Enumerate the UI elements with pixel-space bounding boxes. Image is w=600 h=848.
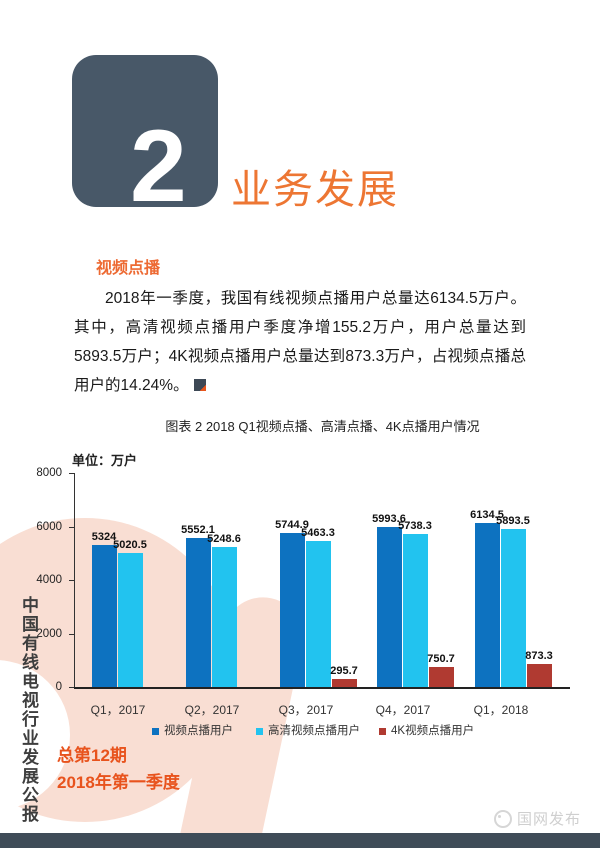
- bar-高清视频点播用户-Q3，2017: [306, 541, 331, 687]
- y-axis-tick-mark: [69, 473, 74, 474]
- body-paragraph: 2018年一季度，我国有线视频点播用户总量达6134.5万户。其中，高清视频点播…: [74, 284, 526, 400]
- bar-value-label: 5552.1: [181, 524, 215, 536]
- bar-value-label: 5248.6: [207, 533, 241, 545]
- chart-caption: 图表 2 2018 Q1视频点播、高清点播、4K点播用户情况: [165, 419, 480, 434]
- bar-4K视频点播用户-Q1，2018: [527, 664, 552, 687]
- bar-高清视频点播用户-Q1，2018: [501, 529, 526, 687]
- issue-info: 总第12期 2018年第一季度: [57, 742, 180, 796]
- chapter-number: 2: [130, 109, 187, 223]
- bar-4K视频点播用户-Q4，2017: [429, 667, 454, 687]
- bar-4K视频点播用户-Q3，2017: [332, 679, 357, 687]
- legend-swatch-4K视频点播用户: [379, 728, 386, 735]
- x-axis-category-label: Q1，2018: [473, 703, 529, 717]
- chapter-badge: [72, 55, 218, 207]
- legend-label-4K视频点播用户: 4K视频点播用户: [391, 725, 475, 737]
- paragraph-end-logo-icon: [193, 379, 206, 391]
- bar-视频点播用户-Q1，2018: [475, 523, 500, 687]
- bar-value-label: 5463.3: [301, 527, 335, 539]
- section-heading: 视频点播: [96, 260, 161, 277]
- bar-value-label: 873.3: [525, 650, 553, 662]
- bar-value-label: 5993.6: [372, 513, 406, 525]
- bar-value-label: 5744.9: [275, 519, 309, 531]
- x-axis-category-label: Q4，2017: [375, 703, 431, 717]
- chart-unit-label: 单位：万户: [72, 453, 138, 468]
- bar-value-label: 750.7: [427, 653, 455, 665]
- footer-bar: [0, 833, 600, 848]
- publication-vertical-title: 中国有线电视行业发展公报: [19, 596, 38, 824]
- bar-高清视频点播用户-Q4，2017: [403, 534, 428, 687]
- issue-quarter: 2018年第一季度: [57, 773, 180, 792]
- publisher-name: 国网发布: [517, 811, 582, 828]
- bar-value-label: 5893.5: [496, 515, 530, 527]
- issue-number: 总第12期: [57, 746, 127, 765]
- chapter-title: 业务发展: [231, 168, 399, 212]
- body-paragraph-text: 2018年一季度，我国有线视频点播用户总量达6134.5万户。其中，高清视频点播…: [74, 290, 526, 394]
- bar-value-label: 5738.3: [398, 520, 432, 532]
- y-axis-tick-label: 8000: [36, 467, 62, 479]
- bar-value-label: 6134.5: [470, 509, 504, 521]
- bar-视频点播用户-Q4，2017: [377, 527, 402, 687]
- bar-value-label: 295.7: [330, 665, 358, 677]
- publisher-watermark: 国网发布: [494, 808, 581, 829]
- mascot-icon: [494, 809, 512, 828]
